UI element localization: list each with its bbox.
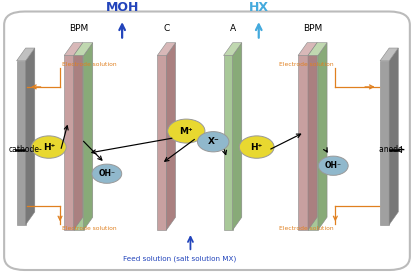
Circle shape bbox=[31, 136, 66, 158]
Text: OH⁻: OH⁻ bbox=[324, 161, 341, 170]
Polygon shape bbox=[157, 55, 166, 230]
Text: MOH: MOH bbox=[105, 1, 138, 15]
Text: H⁺: H⁺ bbox=[250, 142, 262, 152]
Polygon shape bbox=[379, 61, 388, 225]
Text: Electrode solution: Electrode solution bbox=[278, 226, 332, 231]
Text: OH⁻: OH⁻ bbox=[98, 169, 115, 178]
Text: C: C bbox=[163, 24, 169, 33]
Polygon shape bbox=[379, 48, 397, 61]
Text: X⁻: X⁻ bbox=[207, 137, 218, 146]
Polygon shape bbox=[297, 43, 316, 55]
Polygon shape bbox=[388, 48, 397, 225]
Polygon shape bbox=[223, 43, 241, 55]
Polygon shape bbox=[83, 43, 93, 230]
Circle shape bbox=[197, 132, 228, 152]
Polygon shape bbox=[166, 43, 175, 230]
Text: anode: anode bbox=[378, 145, 404, 154]
Polygon shape bbox=[17, 48, 35, 61]
Polygon shape bbox=[64, 43, 83, 55]
Text: BPM: BPM bbox=[302, 24, 321, 33]
Polygon shape bbox=[223, 55, 232, 230]
Text: H⁺: H⁺ bbox=[43, 142, 55, 152]
Polygon shape bbox=[307, 43, 316, 230]
Polygon shape bbox=[74, 55, 83, 230]
Polygon shape bbox=[17, 61, 26, 225]
Polygon shape bbox=[307, 55, 317, 230]
Text: M⁺: M⁺ bbox=[179, 127, 192, 136]
Circle shape bbox=[167, 119, 204, 143]
Circle shape bbox=[92, 164, 121, 183]
Polygon shape bbox=[232, 43, 241, 230]
Circle shape bbox=[318, 156, 347, 175]
Text: A: A bbox=[229, 24, 235, 33]
Polygon shape bbox=[26, 48, 35, 225]
Text: Electrode solution: Electrode solution bbox=[62, 62, 116, 67]
Polygon shape bbox=[317, 43, 326, 230]
Text: cathode-: cathode- bbox=[9, 145, 43, 154]
Text: BPM: BPM bbox=[69, 24, 88, 33]
Text: Feed solution (salt solution MX): Feed solution (salt solution MX) bbox=[123, 255, 236, 262]
Polygon shape bbox=[74, 43, 93, 55]
Polygon shape bbox=[64, 55, 74, 230]
Polygon shape bbox=[297, 55, 307, 230]
Polygon shape bbox=[74, 43, 83, 230]
Text: Electrode solution: Electrode solution bbox=[62, 226, 116, 231]
Text: Electrode solution: Electrode solution bbox=[278, 62, 332, 67]
FancyBboxPatch shape bbox=[4, 12, 409, 270]
Circle shape bbox=[239, 136, 273, 158]
Polygon shape bbox=[157, 43, 175, 55]
Text: +: + bbox=[375, 145, 404, 155]
Polygon shape bbox=[307, 43, 326, 55]
Text: HX: HX bbox=[248, 1, 268, 15]
